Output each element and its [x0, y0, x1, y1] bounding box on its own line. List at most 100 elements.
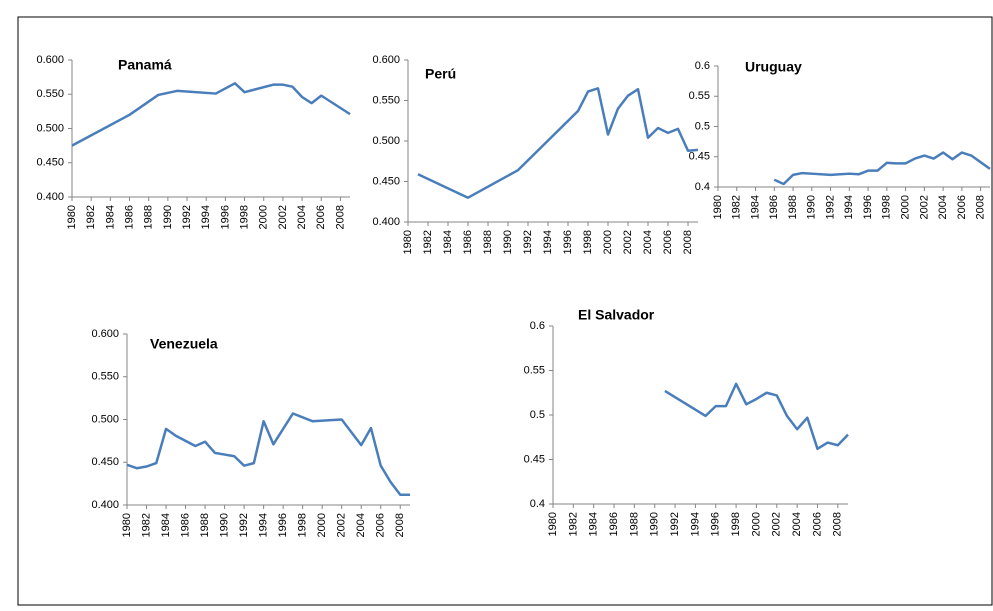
x-tick-label: 1988 — [787, 195, 799, 219]
x-tick-label: 1994 — [200, 205, 212, 229]
x-tick-label: 1994 — [843, 195, 855, 219]
x-tick-label: 1992 — [824, 195, 836, 219]
subplot-title: Panamá — [118, 57, 172, 73]
y-tick-label: 0.600 — [36, 54, 64, 66]
x-tick-label: 1980 — [402, 230, 414, 254]
x-tick-label: 2000 — [316, 513, 328, 537]
x-tick-label: 1998 — [238, 205, 250, 229]
x-tick-label: 2002 — [336, 513, 348, 537]
x-tick-label: 1982 — [140, 513, 152, 537]
x-tick-label: 2008 — [975, 195, 987, 219]
x-tick-label: 1986 — [768, 195, 780, 219]
x-tick-label: 1994 — [689, 512, 701, 536]
subplot-title: Perú — [425, 66, 456, 82]
x-tick-label: 1992 — [238, 513, 250, 537]
y-tick-label: 0.450 — [91, 456, 119, 468]
x-tick-label: 1998 — [881, 195, 893, 219]
x-tick-label: 1980 — [66, 205, 78, 229]
y-tick-label: 0.4 — [530, 498, 545, 510]
x-tick-label: 1998 — [730, 512, 742, 536]
x-tick-label: 1988 — [199, 513, 211, 537]
x-tick-label: 2000 — [899, 195, 911, 219]
y-tick-label: 0.450 — [36, 157, 64, 169]
data-line — [417, 87, 699, 199]
x-tick-label: 1982 — [422, 230, 434, 254]
x-tick-label: 2004 — [937, 195, 949, 219]
x-tick-label: 1988 — [482, 230, 494, 254]
x-tick-label: 2008 — [682, 230, 694, 254]
x-tick-label: 1980 — [121, 513, 133, 537]
x-tick-label: 1996 — [862, 195, 874, 219]
x-tick-label: 2006 — [375, 513, 387, 537]
data-line — [126, 412, 410, 496]
x-tick-label: 2002 — [622, 230, 634, 254]
x-tick-label: 1998 — [582, 230, 594, 254]
x-tick-label: 2002 — [277, 205, 289, 229]
y-tick-label: 0.400 — [91, 499, 119, 511]
x-tick-label: 2006 — [662, 230, 674, 254]
y-tick-label: 0.600 — [91, 328, 119, 340]
x-tick-label: 2000 — [602, 230, 614, 254]
x-tick-label: 2006 — [956, 195, 968, 219]
subplot: Uruguay 0.4 0.45 0.5 0.55 0.6 1980 1982 1984 1986… — [689, 59, 991, 219]
x-tick-label: 1986 — [462, 230, 474, 254]
y-tick-label: 0.550 — [36, 88, 64, 100]
x-tick-label: 1984 — [749, 195, 761, 219]
y-tick-label: 0.5 — [530, 409, 545, 421]
data-line — [773, 151, 991, 186]
subplot: Venezuela 0.400 0.450 0.500 0.550 0.600 1980 19… — [91, 328, 410, 537]
x-tick-label: 1990 — [162, 205, 174, 229]
x-tick-label: 1988 — [143, 205, 155, 229]
y-tick-label: 0.550 — [91, 371, 119, 383]
x-tick-label: 2004 — [355, 513, 367, 537]
x-tick-label: 1984 — [442, 230, 454, 254]
x-tick-label: 1996 — [277, 513, 289, 537]
subplot-title: El Salvador — [578, 307, 655, 323]
x-tick-label: 1992 — [522, 230, 534, 254]
x-tick-label: 2000 — [258, 205, 270, 229]
y-tick-label: 0.450 — [372, 175, 400, 187]
x-tick-label: 1984 — [104, 205, 116, 229]
x-tick-label: 1980 — [547, 512, 559, 536]
x-tick-label: 1982 — [731, 195, 743, 219]
x-tick-label: 1986 — [123, 205, 135, 229]
subplot: El Salvador 0.4 0.45 0.5 0.55 0.6 1980 1982 1984… — [524, 307, 849, 536]
x-tick-label: 1990 — [502, 230, 514, 254]
x-tick-label: 1984 — [160, 513, 172, 537]
y-tick-label: 0.5 — [695, 120, 710, 132]
x-tick-label: 1986 — [608, 512, 620, 536]
x-tick-label: 2004 — [296, 205, 308, 229]
y-tick-label: 0.550 — [372, 94, 400, 106]
y-tick-label: 0.55 — [524, 364, 545, 376]
x-tick-label: 1996 — [562, 230, 574, 254]
x-tick-label: 1992 — [669, 512, 681, 536]
y-tick-label: 0.500 — [36, 122, 64, 134]
subplot-title: Venezuela — [150, 336, 218, 352]
x-tick-label: 2002 — [918, 195, 930, 219]
y-tick-label: 0.6 — [695, 60, 710, 72]
x-tick-label: 1982 — [85, 205, 97, 229]
x-tick-label: 2008 — [832, 512, 844, 536]
x-tick-label: 1986 — [179, 513, 191, 537]
y-tick-label: 0.400 — [36, 191, 64, 203]
x-tick-label: 1992 — [181, 205, 193, 229]
subplot: Panamá 0.400 0.450 0.500 0.550 0.600 1980 1982 1… — [36, 54, 351, 229]
y-tick-label: 0.600 — [372, 54, 400, 66]
x-tick-label: 1998 — [297, 513, 309, 537]
x-tick-label: 2006 — [315, 205, 327, 229]
x-tick-label: 1994 — [542, 230, 554, 254]
x-tick-label: 2006 — [811, 512, 823, 536]
data-line — [664, 382, 849, 451]
y-tick-label: 0.55 — [689, 90, 710, 102]
y-tick-label: 0.6 — [530, 320, 545, 332]
data-line — [71, 82, 351, 147]
y-tick-label: 0.45 — [689, 151, 710, 163]
x-tick-label: 1994 — [258, 513, 270, 537]
x-tick-label: 1982 — [567, 512, 579, 536]
x-tick-label: 1990 — [649, 512, 661, 536]
y-tick-label: 0.500 — [91, 413, 119, 425]
x-tick-label: 1984 — [588, 512, 600, 536]
x-tick-label: 2008 — [394, 513, 406, 537]
y-tick-label: 0.4 — [695, 181, 710, 193]
